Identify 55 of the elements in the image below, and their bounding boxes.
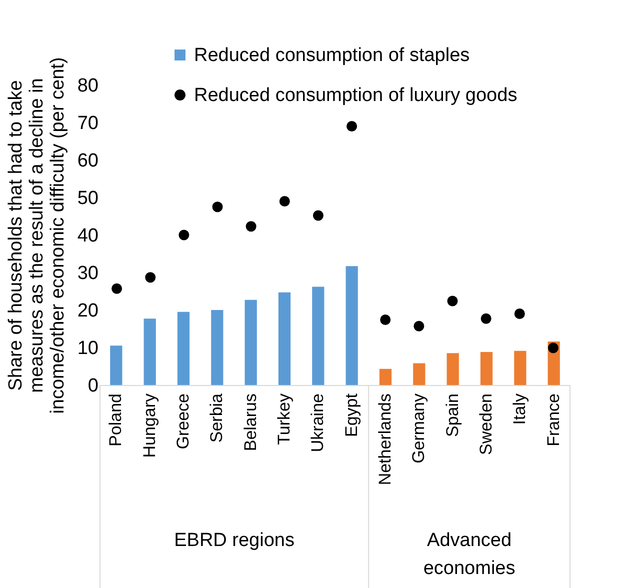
y-tick-label: 20 bbox=[77, 300, 98, 322]
x-tick-label: Serbia bbox=[207, 392, 226, 443]
bar bbox=[346, 266, 358, 385]
y-tick-label: 60 bbox=[77, 150, 98, 172]
bar bbox=[514, 350, 526, 385]
x-tick-label: Netherlands bbox=[376, 394, 394, 486]
text: EBRD regions bbox=[174, 530, 294, 551]
bar bbox=[110, 346, 122, 385]
x-tick-label: Italy bbox=[510, 393, 530, 425]
y-tick-label: 30 bbox=[77, 263, 98, 284]
x-tick-label: Egypt bbox=[342, 393, 361, 437]
point bbox=[112, 283, 122, 294]
bar bbox=[379, 368, 392, 385]
text: Advanced economies bbox=[423, 530, 516, 579]
x-tick-label: France bbox=[544, 394, 563, 446]
legend-label: Reduced consumption of staples bbox=[194, 45, 470, 66]
point bbox=[279, 196, 290, 206]
bar bbox=[312, 286, 324, 385]
y-axis-title: Share of households that had to take measures as the result of a decline in income/other economic difficulty (per cent) bbox=[5, 57, 68, 414]
point bbox=[145, 272, 156, 283]
bar bbox=[144, 318, 156, 385]
bar bbox=[480, 352, 493, 385]
bar bbox=[413, 363, 426, 385]
point bbox=[447, 296, 458, 306]
point bbox=[178, 230, 190, 240]
y-tick-label: 70 bbox=[77, 113, 98, 134]
y-tick-label: 80 bbox=[77, 76, 98, 96]
x-tick-label: Belarus bbox=[240, 394, 260, 452]
x-tick-label: Spain bbox=[442, 394, 462, 437]
bar bbox=[446, 353, 459, 385]
y-tick-label: 40 bbox=[77, 226, 98, 246]
point bbox=[480, 313, 492, 324]
x-tick-label: Turkey bbox=[274, 393, 294, 445]
point bbox=[414, 320, 424, 332]
legend-label: Reduced consumption of luxury goods bbox=[194, 85, 518, 106]
point bbox=[514, 308, 525, 319]
point bbox=[312, 210, 324, 221]
y-tick-label: 10 bbox=[77, 338, 98, 359]
x-tick-label: Poland bbox=[106, 394, 126, 446]
y-tick-label: 50 bbox=[77, 188, 98, 209]
x-tick-label: Hungary bbox=[140, 393, 159, 458]
bar bbox=[244, 300, 257, 385]
point bbox=[246, 221, 256, 232]
bar bbox=[211, 310, 224, 385]
point bbox=[380, 314, 391, 325]
x-tick-label: Greece bbox=[173, 394, 192, 450]
bar bbox=[278, 292, 291, 385]
point bbox=[548, 342, 558, 354]
point bbox=[346, 121, 358, 132]
point bbox=[212, 202, 223, 212]
x-tick-label: Ukraine bbox=[308, 394, 328, 452]
y-tick-label: 0 bbox=[88, 376, 98, 396]
bar bbox=[177, 312, 190, 385]
x-tick-label: Germany bbox=[409, 393, 428, 464]
x-tick-label: Sweden bbox=[476, 394, 496, 455]
